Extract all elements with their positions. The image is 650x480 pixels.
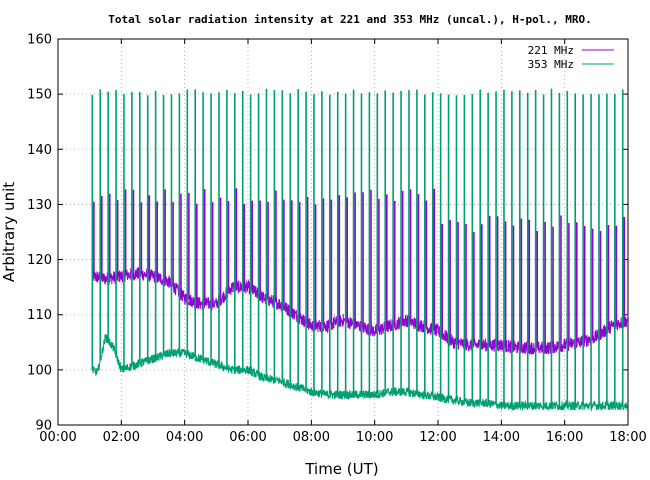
y-tick-label: 140 [27,143,52,158]
y-tick-label: 130 [27,198,52,213]
legend-label-353: 353 MHz [528,58,574,71]
y-tick-label: 110 [27,308,52,323]
x-tick-label: 14:00 [483,430,520,445]
x-tick-label: 10:00 [356,430,393,445]
x-axis-label: Time (UT) [304,460,378,478]
y-axis-ticks: 90 100 110 120 130 140 150 160 [27,33,628,434]
y-tick-label: 90 [35,419,52,434]
x-tick-label: 12:00 [419,430,456,445]
legend-label-221: 221 MHz [528,44,574,57]
y-tick-label: 100 [27,363,52,378]
series-221-mhz [91,188,629,355]
chart-title: Total solar radiation intensity at 221 a… [108,13,591,26]
x-axis-ticks: 00:00 02:00 04:00 06:00 08:00 10:00 12:00 14:00… [39,39,647,445]
baseline-line [91,333,629,412]
x-tick-label: 04:00 [166,430,203,445]
plot-area-frame [57,38,629,426]
y-tick-label: 150 [27,88,52,103]
y-tick-label: 120 [27,253,52,268]
legend: 221 MHz 353 MHz [528,44,614,71]
x-tick-label: 08:00 [293,430,330,445]
x-tick-label: 06:00 [229,430,266,445]
y-axis-label: Arbitrary unit [0,182,18,282]
x-tick-label: 16:00 [546,430,583,445]
y-tick-label: 160 [27,33,52,48]
x-tick-label: 02:00 [103,430,140,445]
series-353-mhz [91,88,629,412]
grid-lines [58,39,628,425]
x-tick-label: 00:00 [39,430,76,445]
x-tick-label: 18:00 [609,430,646,445]
